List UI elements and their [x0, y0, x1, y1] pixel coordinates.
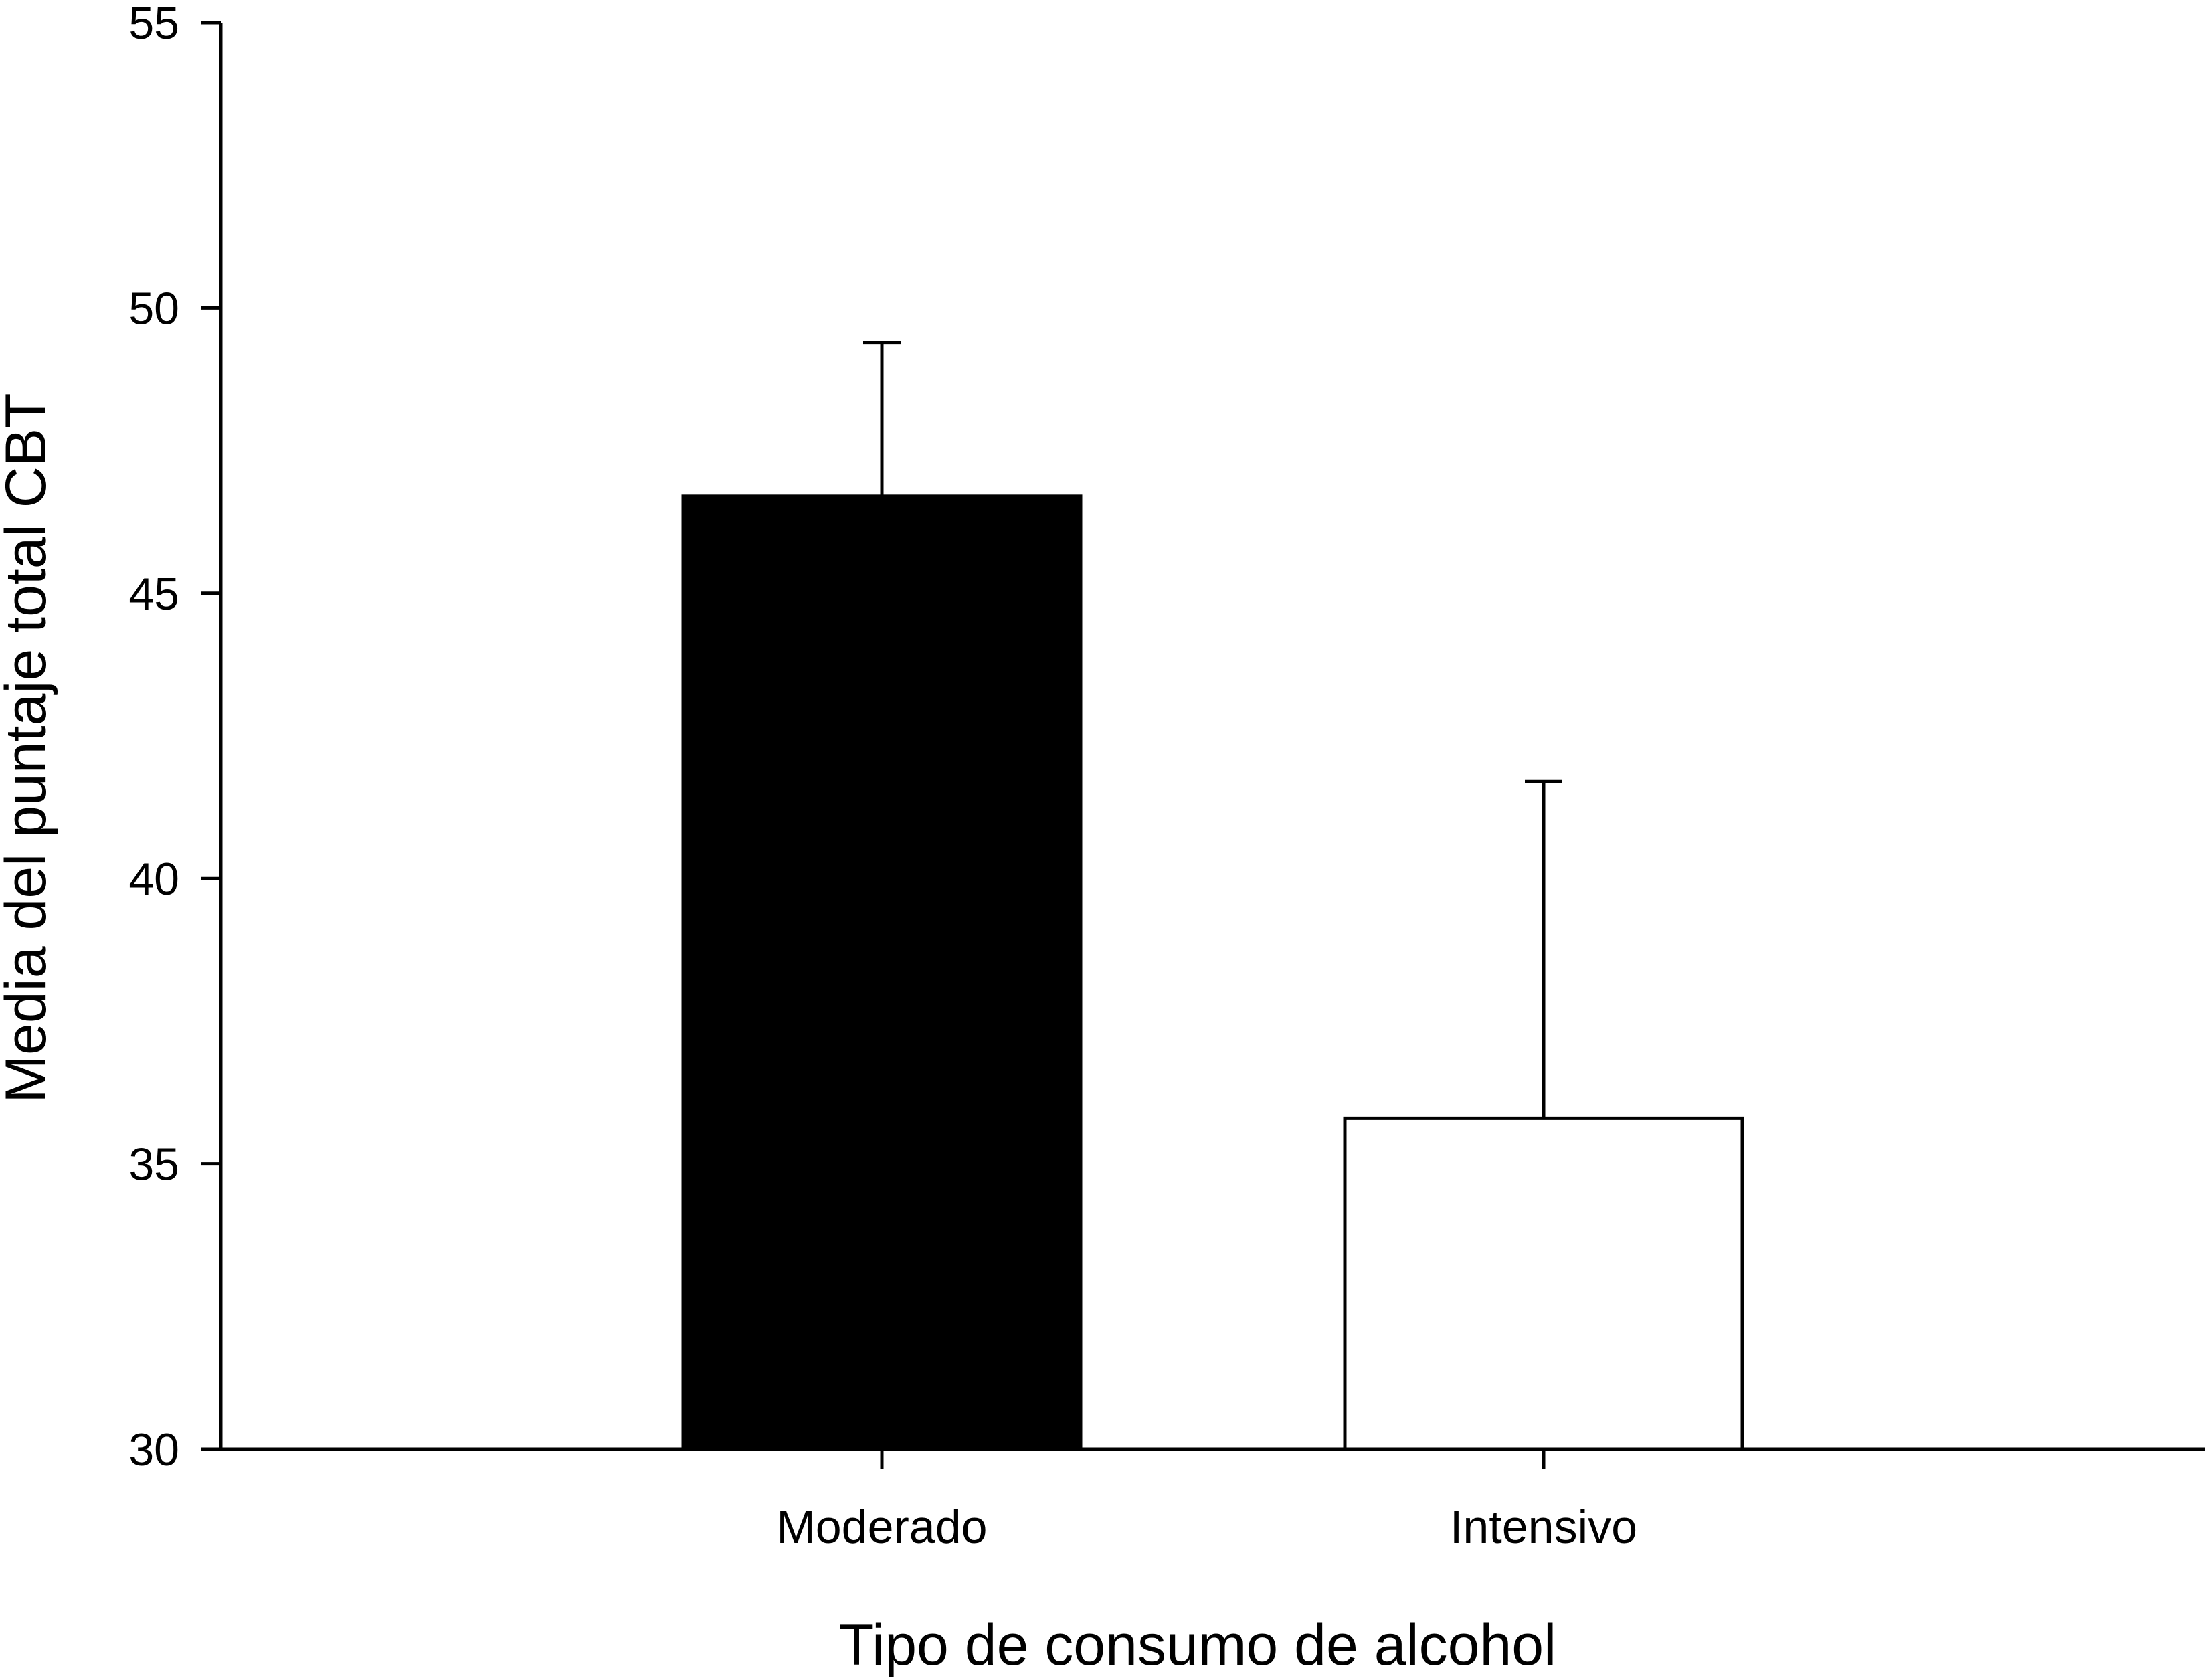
bars-layer: [681, 341, 1744, 1451]
axes-layer: [201, 21, 2205, 1469]
y-tick-label: 40: [128, 854, 179, 905]
bar-moderado: [681, 494, 1083, 1451]
y-axis-title: Media del puntaje total CBT: [0, 393, 58, 1103]
x-category-label: Moderado: [776, 1501, 987, 1553]
labels-layer: 30 35 40 45 50 55 Moderado Intensivo Tipo de con…: [0, 0, 1637, 1677]
x-category-label: Intensivo: [1450, 1501, 1637, 1553]
y-tick-label: 50: [128, 283, 179, 334]
x-axis-title: Tipo de consumo de alcohol: [839, 1613, 1556, 1677]
y-tick-label: 55: [128, 0, 179, 49]
y-tick-label: 35: [128, 1139, 179, 1190]
bar-intensivo: [1343, 1116, 1744, 1451]
y-tick-label: 30: [128, 1424, 179, 1475]
y-tick-label: 45: [128, 569, 179, 620]
